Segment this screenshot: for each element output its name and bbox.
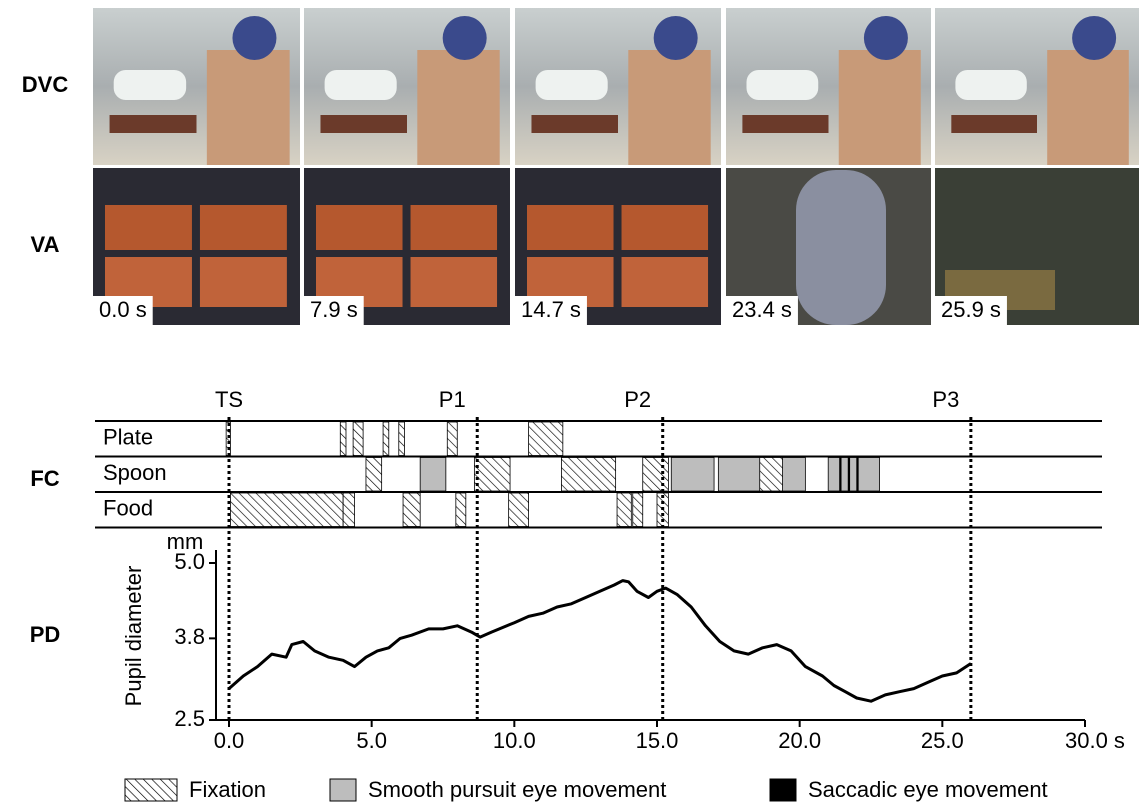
- y-tick-label: 3.8: [174, 624, 205, 649]
- eye-movement-segment: [340, 422, 346, 456]
- tray: [531, 115, 618, 133]
- y-tick-label: 5.0: [174, 549, 205, 574]
- event-label: P3: [932, 387, 959, 412]
- row-label: VA: [31, 232, 60, 257]
- eye-movement-segment: [230, 493, 343, 527]
- frame-time: 25.9 s: [941, 297, 1001, 322]
- robot: [325, 70, 397, 100]
- tray: [320, 115, 407, 133]
- eye-movement-segment: [840, 458, 842, 492]
- robot: [747, 70, 819, 100]
- eye-movement-segment: [420, 458, 446, 492]
- row-label: FC: [30, 466, 59, 491]
- head: [443, 16, 487, 60]
- tray-cell: [200, 205, 287, 250]
- frame-time: 7.9 s: [310, 297, 358, 322]
- eye-movement-segment: [509, 493, 529, 527]
- event-label: P1: [439, 387, 466, 412]
- eye-movement-segment: [343, 493, 354, 527]
- tray-cell: [622, 205, 709, 250]
- legend-label: Saccadic eye movement: [808, 777, 1048, 802]
- legend-swatch: [770, 779, 796, 801]
- eye-movement-segment: [617, 493, 631, 527]
- head: [864, 16, 908, 60]
- x-tick-label: 10.0: [493, 728, 536, 753]
- row-label: PD: [30, 622, 61, 647]
- spoon: [796, 170, 886, 325]
- frame-time: 14.7 s: [521, 297, 581, 322]
- x-tick-label: 20.0: [778, 728, 821, 753]
- tray: [110, 115, 197, 133]
- eye-movement-segment: [366, 458, 382, 492]
- legend-swatch: [330, 779, 356, 801]
- head: [232, 16, 276, 60]
- event-label: P2: [624, 387, 651, 412]
- fc-row-name: Plate: [103, 425, 153, 450]
- legend-label: Smooth pursuit eye movement: [368, 777, 666, 802]
- robot: [955, 70, 1026, 100]
- fc-row-name: Food: [103, 496, 153, 521]
- person: [1047, 50, 1129, 165]
- x-tick-label: 30.0 s: [1065, 728, 1125, 753]
- tray: [951, 115, 1037, 133]
- tray-cell: [316, 205, 403, 250]
- fc-row-name: Spoon: [103, 460, 167, 485]
- eye-movement-segment: [643, 458, 669, 492]
- head: [1072, 16, 1116, 60]
- eye-movement-segment: [353, 422, 363, 456]
- legend-label: Fixation: [189, 777, 266, 802]
- robot: [114, 70, 186, 100]
- eye-movement-segment: [561, 458, 615, 492]
- legend-swatch: [125, 779, 177, 801]
- person: [417, 50, 499, 165]
- eye-movement-segment: [383, 422, 389, 456]
- tray-cell: [105, 205, 192, 250]
- tray-cell: [200, 257, 287, 307]
- person: [628, 50, 710, 165]
- eye-movement-segment: [760, 458, 783, 492]
- eye-movement-segment: [857, 458, 859, 492]
- pupil-line: [229, 581, 971, 702]
- eye-movement-segment: [848, 458, 850, 492]
- y-axis-title: Pupil diameter: [121, 566, 146, 707]
- x-tick-label: 0.0: [214, 728, 245, 753]
- eye-movement-segment: [474, 458, 510, 492]
- tray-cell: [411, 257, 498, 307]
- frame-time: 0.0 s: [99, 297, 147, 322]
- y-tick-label: 2.5: [174, 706, 205, 731]
- frame-time: 23.4 s: [732, 297, 792, 322]
- tray-cell: [622, 257, 709, 307]
- tray-cell: [527, 205, 614, 250]
- figure: 0.0 s 7.9 s 14.7 s 23.4 s 25.9 s DVC VA FC PD Pla…: [0, 0, 1139, 805]
- head: [654, 16, 698, 60]
- x-tick-label: 15.0: [636, 728, 679, 753]
- person: [207, 50, 290, 165]
- eye-movement-segment: [828, 458, 879, 492]
- robot: [536, 70, 608, 100]
- x-tick-label: 5.0: [356, 728, 387, 753]
- eye-movement-segment: [403, 493, 420, 527]
- eye-movement-segment: [456, 493, 466, 527]
- eye-movement-segment: [447, 422, 457, 456]
- tray-cell: [411, 205, 498, 250]
- person: [839, 50, 921, 165]
- eye-movement-segment: [529, 422, 563, 456]
- tray: [742, 115, 828, 133]
- x-tick-label: 25.0: [921, 728, 964, 753]
- eye-movement-segment: [399, 422, 405, 456]
- row-label: DVC: [22, 72, 69, 97]
- eye-movement-segment: [671, 458, 714, 492]
- eye-movement-segment: [633, 493, 643, 527]
- event-label: TS: [215, 387, 243, 412]
- eye-movement-segment: [226, 422, 230, 456]
